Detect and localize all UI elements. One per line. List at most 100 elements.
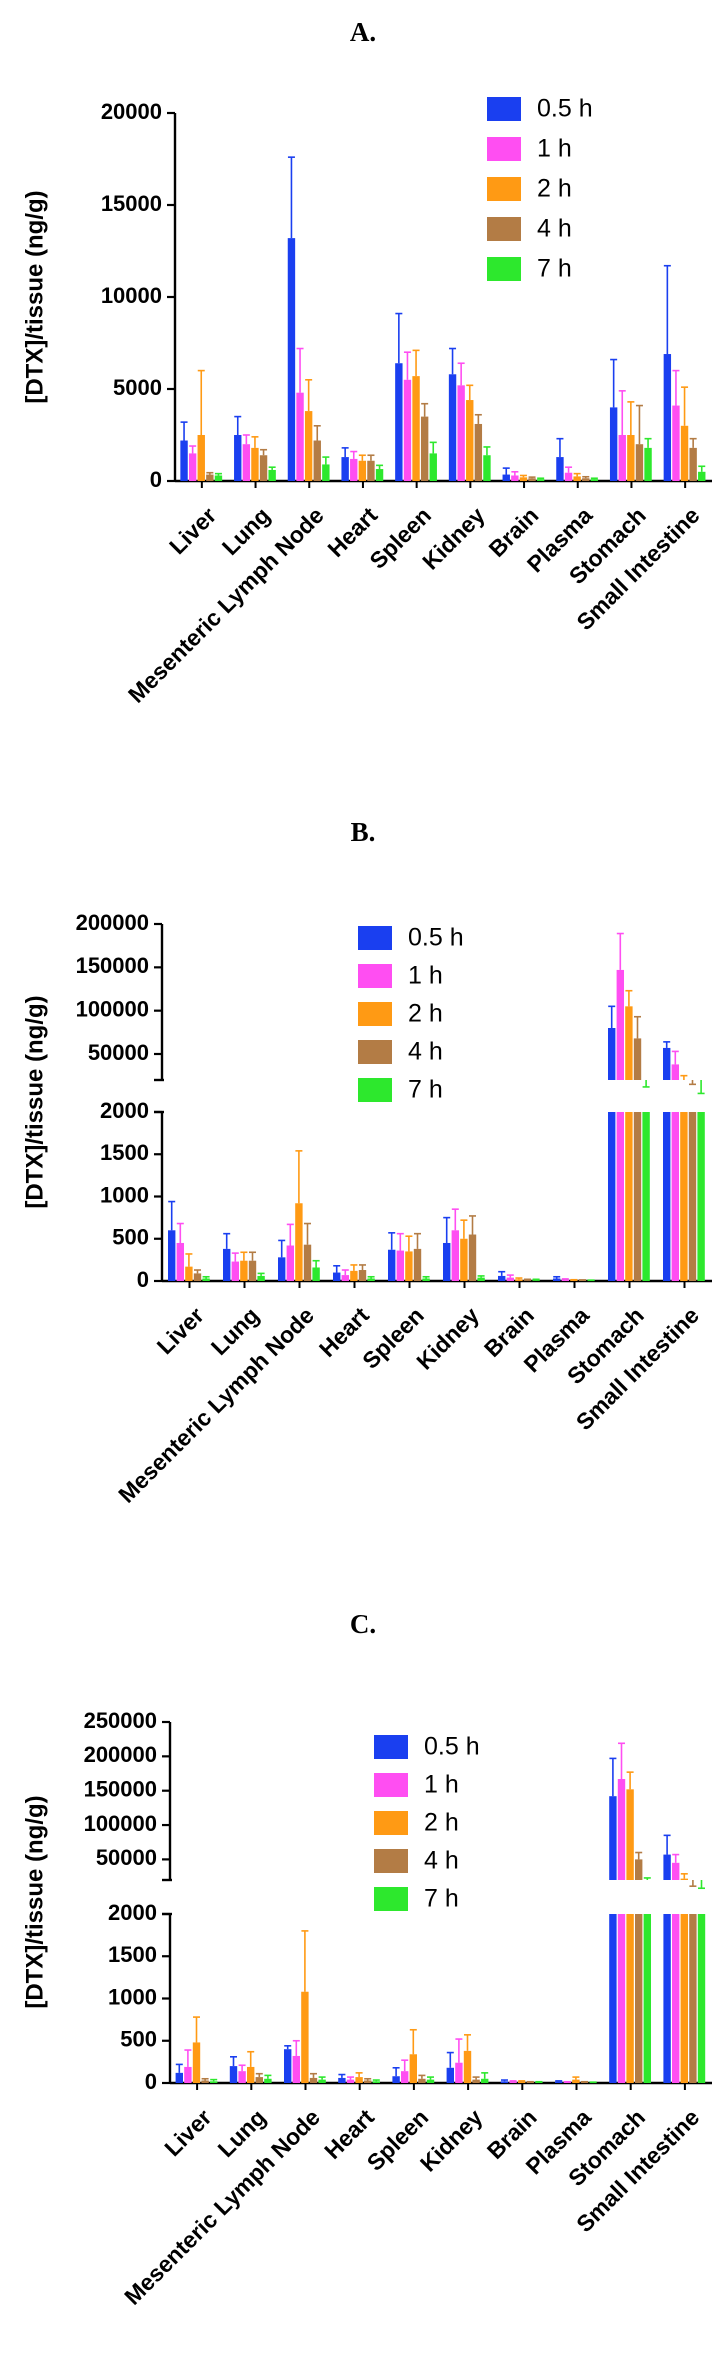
- legend: 0.5 h 1 h 2 h 4 h 7 h: [487, 95, 593, 283]
- bar-stomach-2-h: [625, 1006, 633, 1080]
- bar-kidney-4-h: [468, 1234, 477, 1281]
- y-tick-label: 10000: [101, 283, 162, 308]
- bar-stomach-4-h-lower: [633, 1112, 642, 1281]
- bar-plasma-4-h: [582, 478, 590, 481]
- y-tick-label-upper: 100000: [76, 996, 149, 1021]
- bar-small-intestine-0-5-h: [663, 1854, 671, 1880]
- legend-swatch-1-h: [358, 964, 392, 988]
- bar-small-intestine-2-h: [680, 1878, 688, 1880]
- legend-swatch-7-h: [374, 1887, 408, 1911]
- bar-plasma-1-h: [561, 1279, 569, 1281]
- bar-lung-4-h: [248, 1260, 257, 1281]
- bar-stomach-0-5-h: [609, 407, 618, 481]
- bar-liver-2-h: [185, 1266, 193, 1281]
- bar-small-intestine-0-5-h: [663, 354, 672, 481]
- legend-swatch-0-5-h: [374, 1735, 408, 1759]
- bar-spleen-4-h: [420, 416, 429, 481]
- bar-spleen-0-5-h: [395, 363, 403, 481]
- bar-stomach-1-h: [616, 969, 624, 1080]
- legend: 0.5 h 1 h 2 h 4 h 7 h: [374, 1733, 480, 1913]
- legend-swatch-1-h: [487, 137, 521, 161]
- bar-lung-2-h: [247, 2066, 255, 2083]
- bar-liver-4-h: [206, 474, 214, 481]
- bar-stomach-1-h: [617, 1779, 626, 1880]
- category-label-kidney: Kidney: [415, 2104, 488, 2177]
- legend-swatch-1-h: [374, 1773, 408, 1797]
- bar-liver-4-h: [201, 2080, 209, 2083]
- legend-label-4-h: 4 h: [424, 1847, 459, 1875]
- chart-panel-3: C. [DTX]/tissue (ng/g) 0 500 1000 1500 2000 500…: [21, 1609, 712, 2310]
- category-label-liver: Liver: [152, 1302, 209, 1359]
- bar-spleen-7-h: [429, 453, 437, 481]
- bar-mesenteric-lymph-node-0-5-h: [287, 238, 296, 481]
- panel-letter: B.: [351, 817, 376, 847]
- bar-brain-0-5-h: [502, 474, 510, 481]
- legend-label-0-5-h: 0.5 h: [537, 95, 593, 123]
- bar-stomach-7-h-lower: [643, 1914, 651, 2083]
- bar-kidney-7-h: [483, 455, 491, 481]
- legend-label-0-5-h: 0.5 h: [408, 924, 464, 952]
- y-tick-label-upper: 150000: [76, 953, 149, 978]
- bar-brain-4-h: [523, 1280, 532, 1281]
- bar-lung-4-h: [259, 455, 268, 481]
- bar-heart-0-5-h: [333, 1272, 341, 1281]
- legend-swatch-2-h: [374, 1811, 408, 1835]
- bar-stomach-7-h: [644, 447, 652, 481]
- legend-label-7-h: 7 h: [408, 1076, 443, 1104]
- bar-lung-0-5-h: [223, 1248, 231, 1281]
- bar-stomach-0-5-h: [608, 1028, 616, 1080]
- chart-panel-1: A. [DTX]/tissue (ng/g) 0 5000 10000 15000 2000…: [21, 17, 712, 708]
- bar-stomach-4-h: [633, 1038, 642, 1080]
- bar-liver-0-5-h: [175, 2072, 183, 2083]
- legend-label-2-h: 2 h: [424, 1809, 459, 1837]
- y-tick-label-upper: 200000: [84, 1742, 157, 1767]
- bar-lung-0-5-h: [234, 435, 242, 481]
- bar-stomach-2-h: [626, 1789, 634, 1880]
- bar-plasma-1-h: [563, 2082, 571, 2083]
- bar-lung-7-h: [268, 469, 276, 481]
- legend-swatch-4-h: [374, 1849, 408, 1873]
- bar-stomach-1-h: [618, 435, 626, 481]
- bar-lung-2-h: [240, 1260, 248, 1281]
- bar-small-intestine-1-h-lower: [672, 1914, 680, 2083]
- bar-brain-7-h: [536, 479, 545, 481]
- y-tick-label: 5000: [113, 375, 162, 400]
- bar-heart-7-h: [372, 2081, 380, 2083]
- y-tick-label-upper: 250000: [84, 1708, 157, 1733]
- bar-liver-1-h: [184, 2066, 192, 2083]
- bar-lung-1-h: [231, 1261, 239, 1281]
- y-axis-label: [DTX]/tissue (ng/g): [21, 1795, 48, 2008]
- bar-mesenteric-lymph-node-7-h: [312, 1267, 320, 1281]
- legend-label-1-h: 1 h: [537, 135, 572, 163]
- bar-small-intestine-7-h: [698, 471, 706, 481]
- bar-brain-2-h: [518, 2081, 526, 2083]
- bar-lung-4-h: [255, 2077, 263, 2083]
- bar-brain-1-h: [511, 475, 519, 481]
- bar-plasma-4-h: [580, 2082, 589, 2083]
- bar-mesenteric-lymph-node-2-h: [301, 1991, 309, 2083]
- legend-label-7-h: 7 h: [424, 1885, 459, 1913]
- legend-swatch-4-h: [358, 1040, 392, 1064]
- bar-heart-4-h: [367, 460, 375, 481]
- chart-panel-2: B. [DTX]/tissue (ng/g) 0 500 1000 1500 2000 500…: [21, 817, 712, 1508]
- bar-plasma-0-5-h: [553, 1278, 561, 1281]
- bar-small-intestine-0-5-h-lower: [663, 1112, 671, 1281]
- bar-liver-1-h: [176, 1242, 184, 1281]
- legend-label-2-h: 2 h: [537, 175, 572, 203]
- bar-small-intestine-1-h-lower: [671, 1112, 679, 1281]
- bar-liver-7-h: [202, 1278, 210, 1281]
- bar-mesenteric-lymph-node-1-h: [292, 2055, 300, 2083]
- bar-heart-7-h: [375, 469, 384, 481]
- bar-spleen-7-h: [426, 2079, 435, 2083]
- bar-mesenteric-lymph-node-4-h: [309, 2077, 318, 2083]
- y-axis-label: [DTX]/tissue (ng/g): [21, 995, 48, 1208]
- bar-brain-7-h: [535, 2082, 543, 2083]
- y-tick-label: 1500: [108, 1942, 157, 1967]
- bar-liver-7-h: [210, 2081, 218, 2083]
- category-label-kidney: Kidney: [411, 1302, 484, 1375]
- panel-letter: C.: [350, 1609, 376, 1639]
- bar-lung-0-5-h: [229, 2066, 238, 2083]
- bar-mesenteric-lymph-node-2-h: [295, 1203, 303, 1281]
- panel-letter: A.: [350, 17, 376, 47]
- bar-heart-4-h: [358, 1270, 367, 1281]
